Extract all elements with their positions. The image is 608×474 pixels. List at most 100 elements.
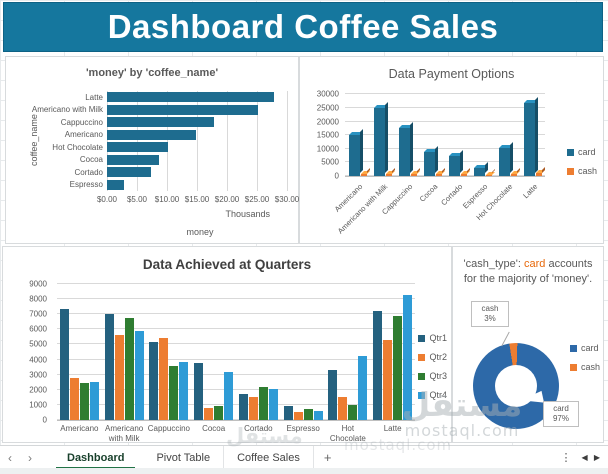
bar-qtr4: [224, 372, 234, 420]
chart-gridlines: [107, 91, 293, 191]
y-axis-tick-label: 5000: [321, 157, 339, 167]
bar-qtr3: [303, 408, 313, 420]
gridline: [345, 161, 545, 163]
x-axis-tick-label: Hot Chocolate: [329, 424, 366, 443]
bar-latte: [107, 92, 275, 102]
gridline: [345, 175, 545, 176]
x-axis-tick-label: $30.00: [274, 195, 300, 204]
bar-group: [373, 89, 392, 176]
x-axis-tick-label: Cappuccino: [147, 424, 190, 433]
bar-qtr1: [238, 393, 248, 420]
chart-cash-type-donut[interactable]: 'cash_type': card accounts for the major…: [452, 246, 604, 443]
y-axis-tick-label: 8000: [29, 294, 47, 304]
title-part: 'cash_type':: [463, 258, 524, 270]
legend-swatch: [418, 334, 426, 342]
gridline: [137, 91, 138, 191]
donut-chart: [473, 343, 559, 429]
bar-track: [107, 167, 291, 178]
title-highlight-card: card: [523, 258, 546, 270]
sheet-nav-prev-icon[interactable]: ‹: [8, 450, 12, 465]
x-axis-tick-label: $20.00: [214, 195, 240, 204]
bar-qtr3: [258, 386, 268, 420]
gridline: [345, 120, 545, 122]
bar-card: [348, 135, 360, 176]
y-axis-tick-label: 5000: [29, 339, 47, 349]
more-options-icon[interactable]: ⋮: [560, 452, 572, 464]
chart-data-achieved-at-quarters[interactable]: Data Achieved at Quarters 0 1000 2000 3000 4…: [2, 246, 452, 443]
bar-qtr3: [169, 366, 179, 420]
tab-coffee-sales[interactable]: Coffee Sales: [224, 446, 314, 469]
bar-cappuccino: [107, 117, 215, 128]
bar-row: Cocoa: [10, 154, 291, 166]
y-axis-category-label: Americano: [64, 130, 103, 140]
x-axis-tick-label: Americano: [60, 424, 99, 433]
cash-data-label: cash 3%: [471, 301, 509, 327]
card-data-label: card 97%: [543, 401, 579, 427]
x-axis-line: [57, 420, 415, 421]
cash-label: cash: [481, 304, 499, 313]
y-axis-ticks: 0 5000 10000 15000 20000 25000 30000: [302, 89, 342, 181]
bar-qtr1: [328, 370, 338, 420]
bar-americano: [107, 129, 197, 140]
sheet-tab-bar: ‹ › Dashboard Pivot Table Coffee Sales +…: [0, 445, 608, 469]
legend-label: cash: [580, 362, 600, 372]
gridline: [57, 358, 415, 360]
bar-track: [107, 104, 291, 115]
x-axis-ticks: $0.00 $5.00 $10.00 $15.00 $20.00 $25.00 $30.00: [97, 195, 299, 205]
chart-money-by-coffee-name[interactable]: 'money' by 'coffee_name' Latte Americano …: [5, 56, 299, 244]
y-axis-tick-label: 4000: [29, 355, 47, 365]
bar-group: [448, 89, 467, 176]
bar-cash: [385, 173, 392, 176]
bar-card: [398, 127, 410, 176]
bar-track: [107, 179, 291, 190]
bar-card: [473, 168, 485, 176]
bar-qtr1: [59, 308, 69, 420]
y-axis-category-label: Cocoa: [79, 155, 103, 165]
gridline: [167, 91, 168, 191]
chart-data-payment-options[interactable]: Data Payment Options 0 5000 10000 15000 2000…: [299, 56, 604, 244]
bar-qtr2: [383, 339, 393, 420]
bar-row: Latte: [10, 91, 291, 103]
legend-swatch: [566, 167, 574, 175]
tab-scroll-icons[interactable]: ◀ ▶: [581, 453, 602, 462]
bar-group: [104, 284, 144, 420]
legend-label: card: [580, 343, 599, 353]
legend-item: Qtr2: [418, 352, 447, 362]
bar-qtr4: [134, 330, 144, 420]
legend-swatch: [569, 363, 577, 371]
tab-bar-right-controls: ⋮ ◀ ▶: [560, 446, 602, 469]
x-axis-tick-label: $25.00: [244, 195, 270, 204]
card-percent: 97%: [552, 414, 569, 423]
bar-qtr4: [358, 355, 368, 420]
x-axis-ticks: Americano Americano with Milk Cappuccino Co…: [332, 179, 545, 239]
bar-qtr2: [248, 396, 258, 420]
bar-card: [498, 147, 510, 176]
plot-area: [57, 283, 415, 420]
tab-dashboard[interactable]: Dashboard: [54, 446, 137, 469]
tab-pivot-table[interactable]: Pivot Table: [143, 446, 225, 469]
y-axis-ticks: 0 1000 2000 3000 4000 5000 6000 7000 8000 9000: [11, 280, 51, 425]
bar-qtr4: [403, 294, 413, 420]
bar-americano-with-milk: [107, 104, 258, 115]
gridline: [345, 147, 545, 149]
bar-track: [107, 92, 291, 102]
bar-cash: [510, 174, 517, 176]
status-strip: [0, 468, 608, 474]
y-axis-tick-label: 3000: [29, 370, 47, 380]
y-axis-category-label: Cortado: [74, 167, 103, 177]
bar-qtr3: [348, 404, 358, 420]
bar-group: [373, 284, 413, 420]
add-sheet-button[interactable]: +: [323, 450, 332, 465]
donut-hole: [495, 365, 537, 407]
bar-group: [328, 284, 368, 420]
x-axis-title: money: [186, 227, 214, 237]
bar-qtr4: [268, 389, 278, 420]
gridline: [57, 283, 415, 284]
legend-item: card: [569, 343, 600, 353]
gridline: [57, 419, 415, 420]
y-axis-category-label: Latte: [85, 92, 103, 102]
y-axis-tick-label: 0: [42, 415, 47, 425]
bar-qtr3: [79, 382, 89, 420]
bar-row: Cappuccino: [10, 116, 291, 128]
sheet-nav-next-icon[interactable]: ›: [28, 450, 32, 465]
